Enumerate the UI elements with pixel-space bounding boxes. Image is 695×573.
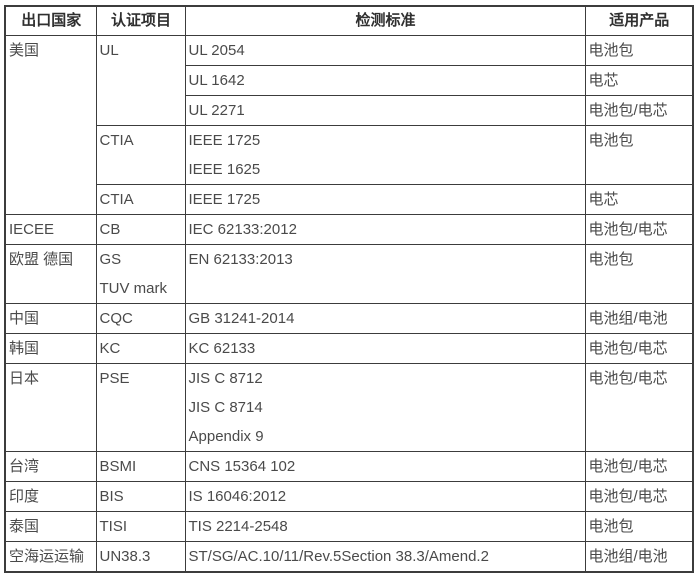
cell-country: 韩国: [4, 333, 97, 364]
cell-standard: ST/SG/AC.10/11/Rev.5Section 38.3/Amend.2: [184, 541, 586, 573]
column-header-country: 出口国家: [4, 5, 97, 36]
cell-standard: IEEE 1725: [184, 184, 586, 215]
cell-country: 欧盟 德国: [4, 244, 97, 304]
table-row: 韩国 KC KC 62133 电池包/电芯: [4, 333, 694, 364]
cell-cert: CB: [95, 214, 186, 245]
cell-standard: JIS C 8712 JIS C 8714 Appendix 9: [184, 363, 586, 452]
header-row: 出口国家 认证项目 检测标准 适用产品: [4, 5, 694, 36]
cell-cert: PSE: [95, 363, 186, 452]
table-row: IECEE CB IEC 62133:2012 电池包/电芯: [4, 214, 694, 245]
cell-country: 美国: [4, 35, 97, 215]
standard-line: JIS C 8712: [188, 370, 263, 387]
cell-product: 电池包: [584, 35, 694, 66]
cell-product: 电池包/电芯: [584, 95, 694, 126]
cell-country: 泰国: [4, 511, 97, 542]
table-row: 印度 BIS IS 16046:2012 电池包/电芯: [4, 481, 694, 512]
table-row: 欧盟 德国 GS TUV mark EN 62133:2013 电池包: [4, 244, 694, 304]
cell-standard: KC 62133: [184, 333, 586, 364]
cell-product: 电池包/电芯: [584, 363, 694, 452]
standard-line: IEEE 1725: [188, 132, 261, 149]
table-row: CTIA IEEE 1725 电芯: [5, 184, 694, 215]
cell-standard: IEC 62133:2012: [184, 214, 586, 245]
column-header-product: 适用产品: [584, 5, 694, 36]
table-row: 中国 CQC GB 31241-2014 电池组/电池: [4, 303, 694, 334]
cell-cert: BSMI: [95, 451, 186, 482]
cell-cert: UN38.3: [95, 541, 186, 573]
cell-product: 电池包/电芯: [584, 481, 694, 512]
cell-standard: EN 62133:2013: [184, 244, 586, 304]
table-row: 台湾 BSMI CNS 15364 102 电池包/电芯: [4, 451, 694, 482]
standard-line: JIS C 8714: [188, 399, 263, 416]
standard-line: IEEE 1625: [188, 161, 261, 178]
cell-country: 空海运运输: [4, 541, 97, 573]
cell-standard: GB 31241-2014: [184, 303, 586, 334]
cell-cert: KC: [95, 333, 186, 364]
certification-table: 出口国家 认证项目 检测标准 适用产品 美国 UL UL 2054 电池包 UL…: [4, 5, 694, 573]
cell-cert: CQC: [95, 303, 186, 334]
cell-product: 电池包/电芯: [584, 451, 694, 482]
table-row: UL 1642 电芯: [5, 65, 694, 96]
cell-product: 电池包/电芯: [584, 214, 694, 245]
cell-country: 台湾: [4, 451, 97, 482]
cell-cert: CTIA: [95, 125, 186, 185]
cell-standard: IS 16046:2012: [184, 481, 586, 512]
cert-line: GS: [99, 251, 122, 268]
table-row: 日本 PSE JIS C 8712 JIS C 8714 Appendix 9 …: [4, 363, 694, 452]
cell-product: 电池组/电池: [584, 303, 694, 334]
cell-standard: CNS 15364 102: [184, 451, 586, 482]
cell-standard: UL 1642: [184, 65, 586, 96]
cell-standard: TIS 2214-2548: [184, 511, 586, 542]
cell-product: 电池包: [584, 125, 694, 185]
column-header-cert: 认证项目: [95, 5, 186, 36]
cell-country: 印度: [4, 481, 97, 512]
cell-country: 中国: [4, 303, 97, 334]
cell-standard: UL 2271: [184, 95, 586, 126]
cell-product: 电芯: [584, 65, 694, 96]
cell-product: 电池组/电池: [584, 541, 694, 573]
column-header-standard: 检测标准: [184, 5, 586, 36]
cell-product: 电池包: [584, 244, 694, 304]
cell-product: 电池包: [584, 511, 694, 542]
table-row: 空海运运输 UN38.3 ST/SG/AC.10/11/Rev.5Section…: [4, 541, 694, 573]
cell-cert: GS TUV mark: [95, 244, 186, 304]
cell-country: IECEE: [4, 214, 97, 245]
cell-country: 日本: [4, 363, 97, 452]
table-row: CTIA IEEE 1725 IEEE 1625 电池包: [5, 125, 694, 185]
standard-line: Appendix 9: [188, 428, 264, 445]
cell-standard: UL 2054: [184, 35, 586, 66]
cell-product: 电芯: [584, 184, 694, 215]
cert-line: TUV mark: [99, 280, 168, 297]
table-row: 美国 UL UL 2054 电池包: [4, 35, 694, 215]
cell-standard: IEEE 1725 IEEE 1625: [184, 125, 586, 185]
cell-cert: UL: [95, 35, 186, 126]
cell-cert: BIS: [95, 481, 186, 512]
cell-cert: TISI: [95, 511, 186, 542]
cell-cert: CTIA: [95, 184, 186, 215]
table-row: 泰国 TISI TIS 2214-2548 电池包: [4, 511, 694, 542]
cell-product: 电池包/电芯: [584, 333, 694, 364]
